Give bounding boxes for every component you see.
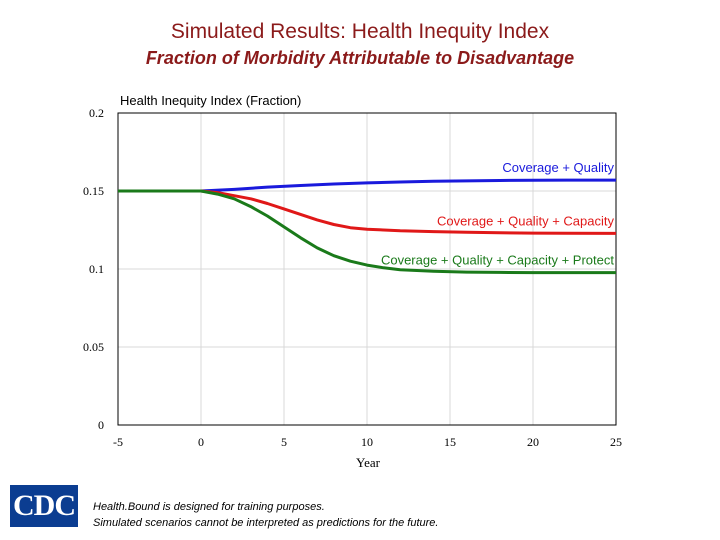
x-tick-label: 25 bbox=[610, 435, 622, 449]
series-label: Coverage + Quality + Capacity + Protect bbox=[381, 253, 614, 268]
disclaimer: Health.Bound is designed for training pu… bbox=[93, 499, 438, 531]
x-tick-label: -5 bbox=[113, 435, 123, 449]
disclaimer-line-2: Simulated scenarios cannot be interprete… bbox=[93, 517, 439, 529]
series-label: Coverage + Quality + Capacity bbox=[437, 213, 615, 228]
y-tick-label: 0.2 bbox=[89, 106, 104, 120]
series-label: Coverage + Quality bbox=[502, 160, 614, 175]
y-axis-label: Health Inequity Index (Fraction) bbox=[120, 93, 302, 108]
x-tick-label: 0 bbox=[198, 435, 204, 449]
series-line bbox=[118, 178, 616, 193]
x-tick-label: 10 bbox=[361, 435, 373, 449]
page-subtitle: Fraction of Morbidity Attributable to Di… bbox=[145, 48, 575, 68]
y-tick-label: 0.05 bbox=[83, 340, 104, 354]
page-title: Simulated Results: Health Inequity Index bbox=[170, 20, 550, 43]
x-tick-label: 5 bbox=[281, 435, 287, 449]
x-tick-label: 15 bbox=[444, 435, 456, 449]
cdc-logo-text: CDC bbox=[13, 489, 76, 522]
disclaimer-line-1: Health.Bound is designed for training pu… bbox=[93, 501, 325, 513]
series-line bbox=[118, 189, 616, 275]
x-tick-label: 20 bbox=[527, 435, 539, 449]
x-axis-label: Year bbox=[356, 455, 381, 470]
cdc-logo: CDC bbox=[10, 485, 78, 527]
plot-frame bbox=[117, 112, 617, 426]
y-tick-label: 0.15 bbox=[83, 184, 104, 198]
series-line bbox=[118, 189, 617, 235]
y-tick-label: 0.1 bbox=[89, 262, 104, 276]
y-tick-label: 0 bbox=[98, 418, 104, 432]
